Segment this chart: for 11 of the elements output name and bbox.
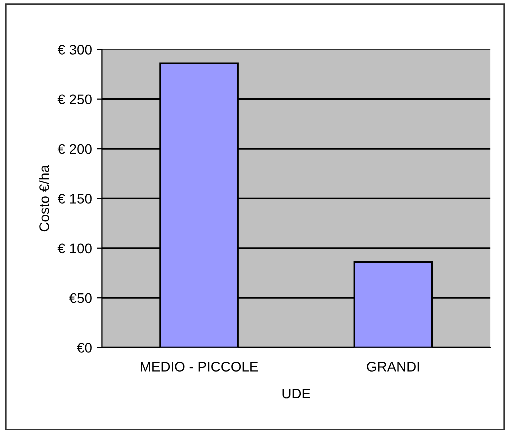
y-tick-label: € 100 [58,244,92,254]
x-tick-label: GRANDI [367,362,420,372]
y-tick-label: € 250 [58,94,92,105]
x-axis-title: UDE [282,388,310,399]
y-tick-label: € 200 [58,144,92,154]
y-axis-title: Costo €/ha [39,165,50,232]
y-tick-label: €50 [69,293,92,304]
y-tick-label: €0 [77,343,92,353]
y-tick-label: € 300 [58,45,92,55]
y-tick-label: € 150 [58,194,92,204]
x-tick-label: MEDIO - PICCOLE [141,362,258,372]
